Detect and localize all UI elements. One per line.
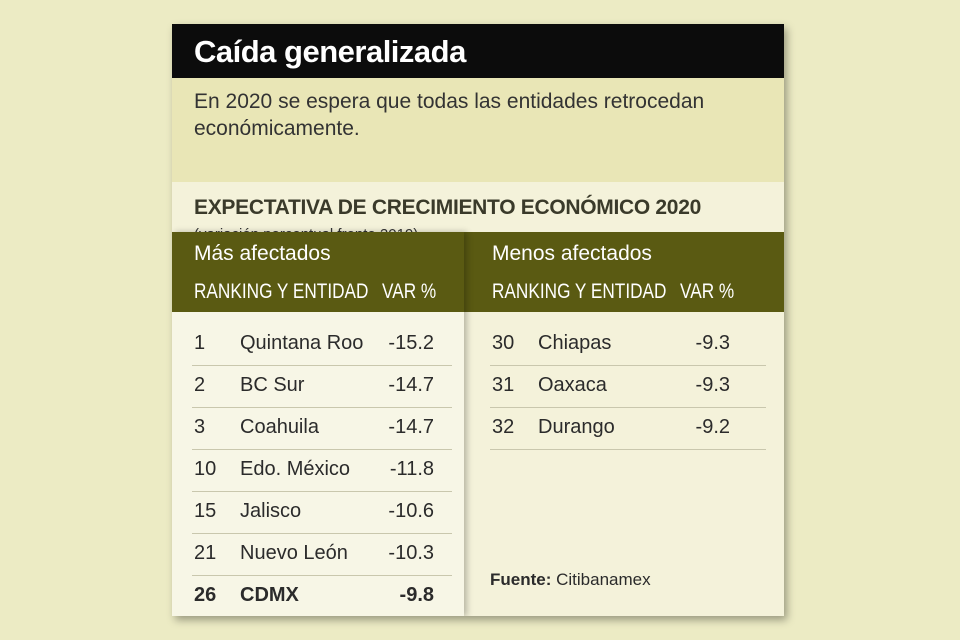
- page-title: Caída generalizada: [194, 34, 466, 69]
- least-affected-header: Menos afectados RANKING Y ENTIDAD VAR %: [464, 232, 784, 312]
- variation-cell: -10.6: [388, 500, 434, 522]
- rank-cell: 3: [194, 416, 206, 438]
- variation-cell: -14.7: [388, 416, 434, 438]
- infographic-card: Caída generalizada En 2020 se espera que…: [172, 24, 784, 616]
- entity-cell: BC Sur: [240, 374, 305, 396]
- table-row: 1 Quintana Roo -15.2: [192, 324, 452, 366]
- entity-cell: Coahuila: [240, 416, 319, 438]
- entity-cell: Chiapas: [538, 332, 612, 354]
- variation-cell: -10.3: [388, 542, 434, 564]
- source-label: Fuente:: [490, 570, 552, 589]
- most-affected-panel: Más afectados RANKING Y ENTIDAD VAR % 1 Q…: [172, 232, 464, 616]
- entity-cell: Jalisco: [240, 500, 302, 522]
- table-header: EXPECTATIVA DE CRECIMIENTO ECONÓMICO 202…: [172, 182, 784, 243]
- most-affected-heading: Más afectados: [194, 242, 331, 265]
- column-header-var: VAR %: [382, 280, 437, 303]
- rank-cell: 21: [194, 542, 217, 564]
- least-affected-panel: Menos afectados RANKING Y ENTIDAD VAR % …: [464, 232, 784, 616]
- table-row: 2 BC Sur -14.7: [192, 366, 452, 408]
- variation-cell: -9.3: [695, 374, 730, 396]
- table-row: 32 Durango -9.2: [490, 408, 766, 450]
- entity-cell: Quintana Roo: [240, 332, 364, 354]
- entity-cell: CDMX: [240, 584, 299, 606]
- most-affected-rows: 1 Quintana Roo -15.2 2 BC Sur -14.7 3 Coahuila -…: [192, 324, 452, 616]
- entity-cell: Nuevo León: [240, 542, 348, 564]
- entity-cell: Edo. México: [240, 458, 351, 480]
- most-affected-header: Más afectados RANKING Y ENTIDAD VAR %: [172, 232, 464, 312]
- rank-cell: 26: [194, 584, 217, 606]
- rank-cell: 1: [194, 332, 206, 354]
- least-affected-heading: Menos afectados: [492, 242, 652, 265]
- rank-cell: 32: [492, 416, 515, 438]
- source-note: Fuente: Citibanamex: [490, 570, 651, 590]
- table-row: 21 Nuevo León -10.3: [192, 534, 452, 576]
- intro-text: En 2020 se espera que todas las entidade…: [194, 90, 705, 140]
- rank-cell: 31: [492, 374, 515, 396]
- entity-cell: Oaxaca: [538, 374, 607, 396]
- column-header-var: VAR %: [680, 280, 735, 303]
- entity-cell: Durango: [538, 416, 615, 438]
- least-affected-rows: 30 Chiapas -9.3 31 Oaxaca -9.3 32 Durango -9.2: [490, 324, 766, 450]
- variation-cell: -11.8: [389, 458, 434, 480]
- variation-cell: -9.8: [399, 584, 434, 606]
- title-bar: Caída generalizada: [172, 24, 784, 78]
- table-row: 30 Chiapas -9.3: [490, 324, 766, 366]
- table-row: 3 Coahuila -14.7: [192, 408, 452, 450]
- variation-cell: -9.3: [695, 332, 730, 354]
- variation-cell: -9.2: [695, 416, 730, 438]
- table-row: 10 Edo. México -11.8: [192, 450, 452, 492]
- variation-cell: -15.2: [388, 332, 434, 354]
- rank-cell: 2: [194, 374, 206, 396]
- table-row: 31 Oaxaca -9.3: [490, 366, 766, 408]
- column-header-entity: RANKING Y ENTIDAD: [492, 280, 667, 303]
- source-value: Citibanamex: [556, 570, 651, 589]
- intro-section: En 2020 se espera que todas las entidade…: [172, 78, 784, 182]
- rank-cell: 10: [194, 458, 217, 480]
- variation-cell: -14.7: [388, 374, 434, 396]
- table-title: EXPECTATIVA DE CRECIMIENTO ECONÓMICO 202…: [194, 196, 701, 219]
- rank-cell: 15: [194, 500, 217, 522]
- rank-cell: 30: [492, 332, 515, 354]
- table-row: 26 CDMX -9.8: [192, 576, 452, 616]
- column-header-entity: RANKING Y ENTIDAD: [194, 280, 369, 303]
- table-row: 15 Jalisco -10.6: [192, 492, 452, 534]
